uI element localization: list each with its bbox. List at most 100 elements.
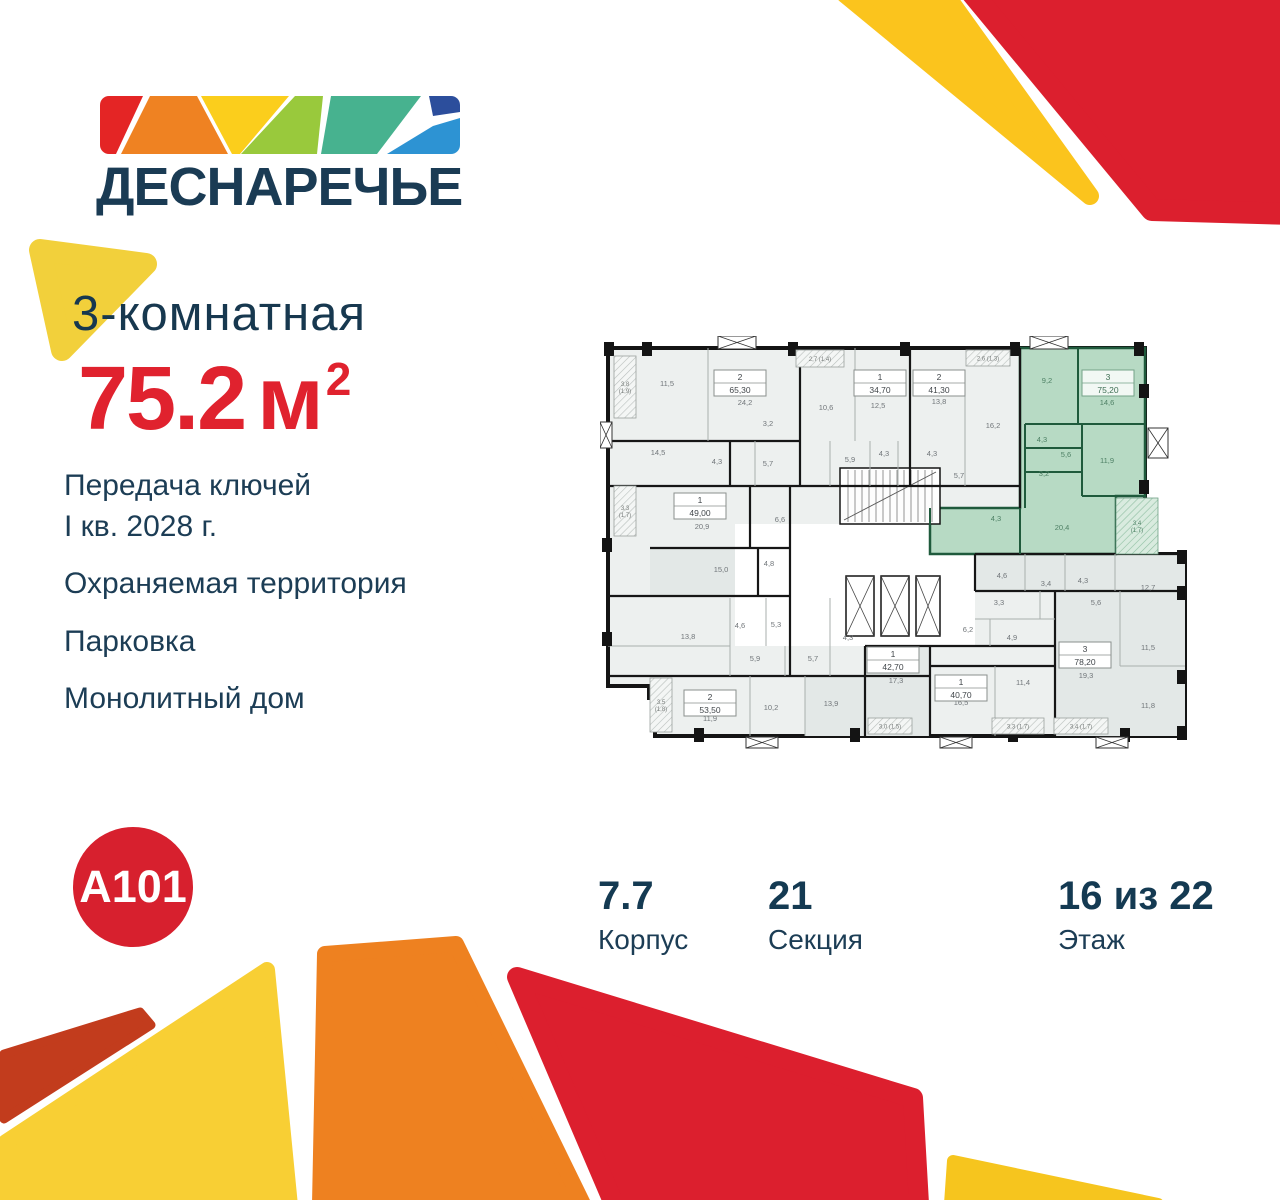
deco-bottom-yellow <box>0 962 298 1200</box>
brand-name: ДЕСНАРЕЧЬЕ <box>96 157 463 217</box>
svg-text:20,9: 20,9 <box>695 522 710 531</box>
svg-text:16,5: 16,5 <box>954 698 969 707</box>
brand-logo-mosaic <box>100 96 460 154</box>
deco-yellow-triangle <box>29 239 157 361</box>
svg-text:13,8: 13,8 <box>681 632 696 641</box>
building-label: Корпус <box>598 924 689 955</box>
svg-text:75,20: 75,20 <box>1097 385 1119 395</box>
svg-text:11,5: 11,5 <box>660 379 674 388</box>
feature-building-type: Монолитный дом <box>64 682 305 715</box>
svg-text:24,2: 24,2 <box>738 398 753 407</box>
svg-text:13,9: 13,9 <box>824 699 839 708</box>
svg-text:4,3: 4,3 <box>1037 435 1047 444</box>
svg-text:4,9: 4,9 <box>1007 633 1017 642</box>
deco-yellow-beam <box>838 0 1099 205</box>
svg-text:3,4 (1,7): 3,4 (1,7) <box>1070 725 1092 731</box>
svg-text:(1,7): (1,7) <box>619 513 631 519</box>
svg-text:(1,7): (1,7) <box>1131 528 1143 534</box>
detail-section: 21 Секция <box>768 876 863 956</box>
area-number: 75.2 <box>78 349 247 449</box>
svg-text:11,9: 11,9 <box>1100 456 1114 465</box>
svg-text:(1,8): (1,8) <box>655 707 667 713</box>
svg-text:4,3: 4,3 <box>843 633 853 642</box>
svg-text:15,0: 15,0 <box>714 565 729 574</box>
svg-text:4,3: 4,3 <box>927 449 937 458</box>
deco-bottom-right-yellow <box>944 1155 1163 1200</box>
svg-text:12,7: 12,7 <box>1141 583 1156 592</box>
svg-text:10,6: 10,6 <box>819 403 834 412</box>
svg-text:12,5: 12,5 <box>871 401 886 410</box>
svg-text:(1,9): (1,9) <box>619 389 631 395</box>
svg-text:16,2: 16,2 <box>986 421 1001 430</box>
svg-text:40,70: 40,70 <box>950 690 972 700</box>
floor-plan: 3,8 (1,9) 3,3 (1,7) 3,5 (1,8) 2,7 (1,4) 2,6 (1,… <box>599 335 1192 752</box>
svg-text:5,6: 5,6 <box>1091 598 1101 607</box>
svg-text:2: 2 <box>738 372 743 382</box>
svg-text:2: 2 <box>937 372 942 382</box>
detail-building: 7.7 Корпус <box>598 876 688 956</box>
svg-text:5,6: 5,6 <box>1061 450 1071 459</box>
floor-label: Этаж <box>1058 924 1125 955</box>
svg-text:20,4: 20,4 <box>1055 523 1070 532</box>
svg-text:3,4: 3,4 <box>1041 579 1051 588</box>
section-label: Секция <box>768 924 863 955</box>
svg-text:6,6: 6,6 <box>775 515 785 524</box>
svg-text:1: 1 <box>878 372 883 382</box>
svg-text:5,7: 5,7 <box>954 471 964 480</box>
deco-red-corner <box>963 0 1280 225</box>
detail-floor: 16 из 22 Этаж <box>1058 876 1214 956</box>
area-superscript: 2 <box>325 353 352 405</box>
svg-text:5,3: 5,3 <box>771 620 781 629</box>
floor-value: 16 из 22 <box>1058 874 1214 918</box>
svg-text:3,3: 3,3 <box>621 506 630 512</box>
svg-text:19,3: 19,3 <box>1079 671 1094 680</box>
svg-text:5,7: 5,7 <box>808 654 818 663</box>
area-unit: м <box>257 349 324 449</box>
svg-text:53,50: 53,50 <box>699 705 721 715</box>
svg-text:3,2: 3,2 <box>763 419 773 428</box>
svg-text:4,6: 4,6 <box>735 621 745 630</box>
svg-text:3,3 (1,7): 3,3 (1,7) <box>1007 725 1029 731</box>
svg-text:4,6: 4,6 <box>997 571 1007 580</box>
svg-text:11,5: 11,5 <box>1141 643 1155 652</box>
svg-text:78,20: 78,20 <box>1074 657 1096 667</box>
svg-text:11,4: 11,4 <box>1016 678 1030 687</box>
svg-text:3,8: 3,8 <box>621 382 630 388</box>
feature-parking: Парковка <box>64 624 196 658</box>
svg-text:2: 2 <box>708 692 713 702</box>
developer-logo: А101 <box>73 827 193 947</box>
feature-security: Охраняемая территория <box>64 567 407 600</box>
svg-text:2,7 (1,4): 2,7 (1,4) <box>809 357 831 363</box>
feature-handover: Передача ключей I кв. 2028 г. <box>64 469 312 543</box>
svg-text:9,2: 9,2 <box>1042 376 1052 385</box>
svg-text:3,3: 3,3 <box>994 598 1004 607</box>
svg-text:3,5: 3,5 <box>657 700 666 706</box>
svg-text:5,7: 5,7 <box>763 459 773 468</box>
svg-text:13,8: 13,8 <box>932 397 947 406</box>
svg-text:1: 1 <box>698 495 703 505</box>
svg-text:1: 1 <box>891 649 896 659</box>
svg-text:3,4: 3,4 <box>1133 521 1142 527</box>
svg-text:5,9: 5,9 <box>750 654 760 663</box>
svg-text:1: 1 <box>959 677 964 687</box>
deco-dark-red-spike <box>0 1007 156 1124</box>
svg-text:3: 3 <box>1106 372 1111 382</box>
svg-text:4,3: 4,3 <box>1078 576 1088 585</box>
feature-list: Передача ключей I кв. 2028 г. Охраняемая… <box>64 466 544 737</box>
svg-text:5,9: 5,9 <box>845 455 855 464</box>
svg-text:49,00: 49,00 <box>689 508 711 518</box>
svg-text:4,8: 4,8 <box>764 559 774 568</box>
building-value: 7.7 <box>598 874 654 918</box>
section-value: 21 <box>768 874 813 918</box>
svg-text:4,3: 4,3 <box>879 449 889 458</box>
svg-text:4,3: 4,3 <box>712 457 722 466</box>
svg-text:3,0 (1,5): 3,0 (1,5) <box>879 725 901 731</box>
svg-text:3: 3 <box>1083 644 1088 654</box>
svg-text:34,70: 34,70 <box>869 385 891 395</box>
svg-text:6,2: 6,2 <box>963 625 973 634</box>
deco-bottom-orange <box>312 936 590 1200</box>
deco-bottom-red <box>507 967 929 1200</box>
svg-text:42,70: 42,70 <box>882 662 904 672</box>
